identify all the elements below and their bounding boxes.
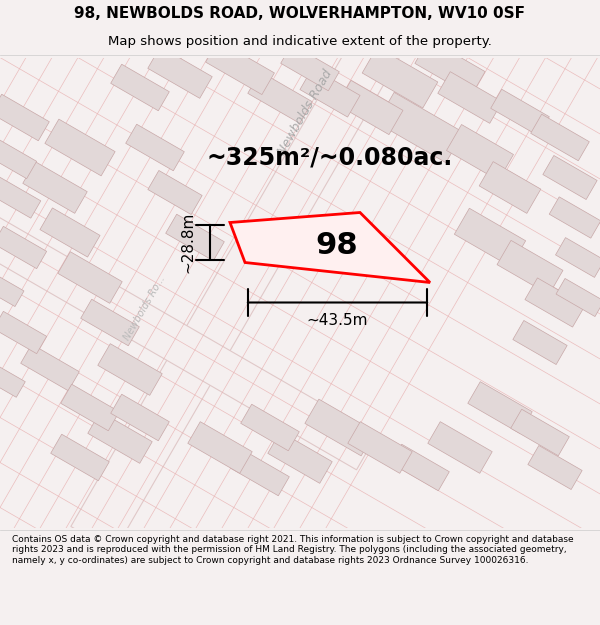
Polygon shape xyxy=(88,412,152,463)
Text: ~325m²/~0.080ac.: ~325m²/~0.080ac. xyxy=(207,146,453,169)
Polygon shape xyxy=(166,214,224,261)
Polygon shape xyxy=(454,208,526,267)
Text: ~28.8m: ~28.8m xyxy=(181,212,196,273)
Polygon shape xyxy=(525,278,585,327)
Text: 98: 98 xyxy=(315,231,358,259)
Polygon shape xyxy=(23,162,87,213)
Polygon shape xyxy=(0,226,47,269)
Polygon shape xyxy=(125,124,184,171)
Polygon shape xyxy=(110,394,169,441)
Polygon shape xyxy=(80,299,139,346)
Text: 98, NEWBOLDS ROAD, WOLVERHAMPTON, WV10 0SF: 98, NEWBOLDS ROAD, WOLVERHAMPTON, WV10 0… xyxy=(74,6,526,21)
Polygon shape xyxy=(98,344,162,396)
Polygon shape xyxy=(0,94,49,141)
Polygon shape xyxy=(0,269,24,306)
Polygon shape xyxy=(230,449,289,496)
Polygon shape xyxy=(0,185,377,470)
Polygon shape xyxy=(20,344,79,391)
Polygon shape xyxy=(428,422,492,473)
Polygon shape xyxy=(528,446,582,489)
Polygon shape xyxy=(0,357,25,398)
Polygon shape xyxy=(248,72,312,123)
Polygon shape xyxy=(513,321,567,364)
Polygon shape xyxy=(45,119,115,176)
Polygon shape xyxy=(391,444,449,491)
Polygon shape xyxy=(71,0,439,551)
Polygon shape xyxy=(497,241,563,294)
Polygon shape xyxy=(300,68,360,117)
Text: Newbolds Ro...: Newbolds Ro... xyxy=(122,274,167,341)
Polygon shape xyxy=(438,72,502,123)
Polygon shape xyxy=(305,399,375,456)
Polygon shape xyxy=(549,197,600,238)
Text: Map shows position and indicative extent of the property.: Map shows position and indicative extent… xyxy=(108,35,492,48)
Text: ~43.5m: ~43.5m xyxy=(307,313,368,328)
Polygon shape xyxy=(556,238,600,278)
Polygon shape xyxy=(0,177,41,218)
Polygon shape xyxy=(0,311,47,354)
Polygon shape xyxy=(148,171,202,214)
Polygon shape xyxy=(556,279,600,316)
Polygon shape xyxy=(415,39,485,96)
Polygon shape xyxy=(377,92,463,162)
Polygon shape xyxy=(348,422,412,473)
Polygon shape xyxy=(543,156,597,199)
Polygon shape xyxy=(479,162,541,213)
Polygon shape xyxy=(362,47,438,108)
Polygon shape xyxy=(40,208,100,257)
Polygon shape xyxy=(230,213,430,282)
Polygon shape xyxy=(148,47,212,98)
Polygon shape xyxy=(268,432,332,483)
Polygon shape xyxy=(206,41,274,94)
Polygon shape xyxy=(337,81,403,134)
Text: Newbolds Road: Newbolds Road xyxy=(275,68,335,158)
Polygon shape xyxy=(61,384,119,431)
Polygon shape xyxy=(0,136,37,179)
Polygon shape xyxy=(281,44,340,91)
Polygon shape xyxy=(446,124,514,181)
Polygon shape xyxy=(530,114,589,161)
Polygon shape xyxy=(241,404,299,451)
Text: Contains OS data © Crown copyright and database right 2021. This information is : Contains OS data © Crown copyright and d… xyxy=(12,535,574,564)
Polygon shape xyxy=(50,434,109,481)
Polygon shape xyxy=(491,89,550,136)
Polygon shape xyxy=(511,409,569,456)
Polygon shape xyxy=(110,64,169,111)
Polygon shape xyxy=(188,422,252,473)
Polygon shape xyxy=(468,382,532,433)
Polygon shape xyxy=(58,252,122,303)
